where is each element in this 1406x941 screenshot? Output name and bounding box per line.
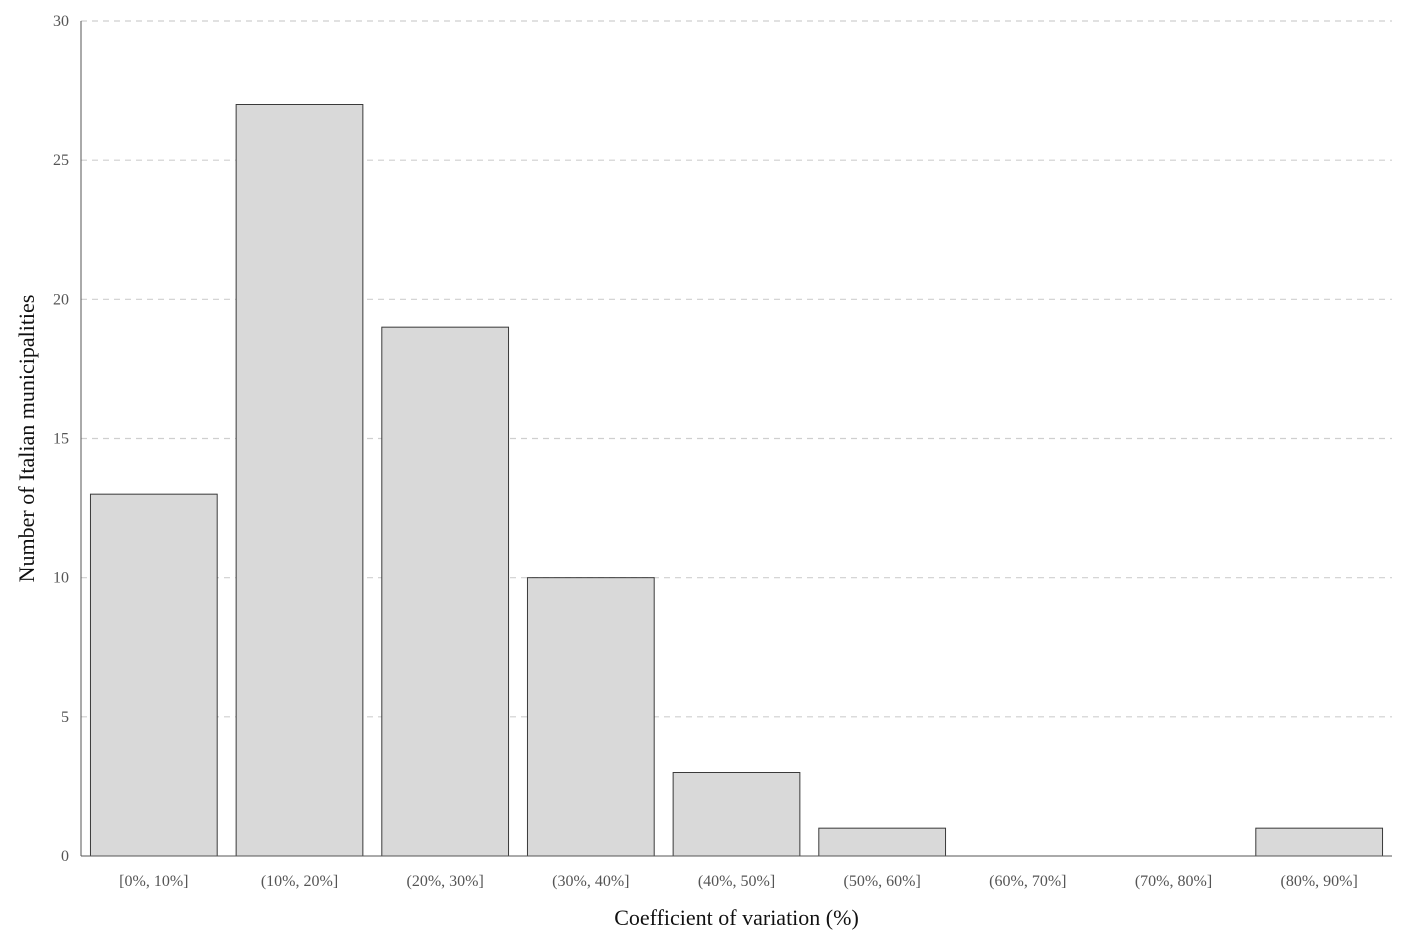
x-tick-label-6: (60%, 70%] [989, 873, 1066, 890]
y-tick-label-20: 20 [53, 291, 69, 308]
y-tick-label-25: 25 [53, 152, 69, 169]
bar-5 [818, 827, 947, 857]
x-tick-label-3: (30%, 40%] [552, 873, 629, 890]
bar-4 [672, 772, 801, 857]
axes-layer [80, 21, 1392, 857]
x-tick-label-4: (40%, 50%] [698, 873, 775, 890]
grid-layer [81, 20, 1392, 718]
bar-2 [381, 326, 510, 857]
x-tick-label-1: (10%, 20%] [261, 873, 338, 890]
bar-0 [89, 493, 218, 857]
x-tick-label-2: (20%, 30%] [407, 873, 484, 890]
bar-1 [235, 104, 364, 857]
y-tick-labels: 0 5 10 15 20 25 30 [53, 13, 69, 865]
x-tick-label-0: [0%, 10%] [119, 873, 188, 890]
bar-3 [526, 577, 655, 857]
bars-layer [89, 104, 1384, 857]
y-tick-label-30: 30 [53, 13, 69, 30]
y-tick-label-10: 10 [53, 570, 69, 587]
x-axis-title: Coefficient of variation (%) [614, 905, 859, 930]
x-tick-label-8: (80%, 90%] [1281, 873, 1358, 890]
y-axis-title: Number of Italian municipalities [14, 295, 39, 583]
y-tick-label-15: 15 [53, 431, 69, 448]
bar-8 [1255, 827, 1384, 857]
y-tick-label-0: 0 [61, 848, 69, 865]
x-tick-labels: [0%, 10%] (10%, 20%] (20%, 30%] (30%, 40%] (… [119, 873, 1358, 890]
y-tick-label-5: 5 [61, 709, 69, 726]
x-tick-label-5: (50%, 60%] [844, 873, 921, 890]
x-tick-label-7: (70%, 80%] [1135, 873, 1212, 890]
